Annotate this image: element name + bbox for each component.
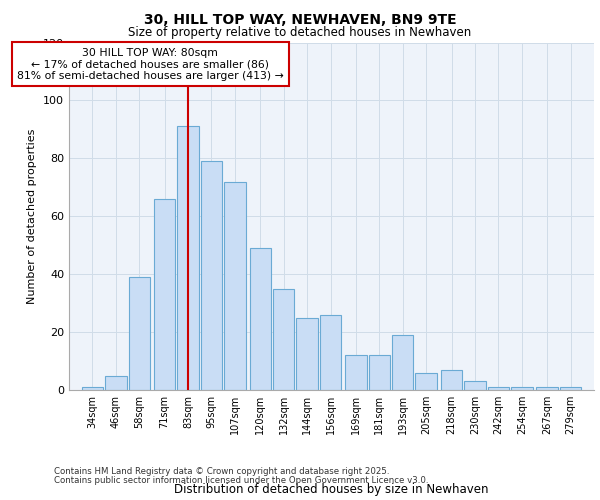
Bar bbox=[178, 126, 199, 390]
Bar bbox=[201, 161, 222, 390]
Text: 30 HILL TOP WAY: 80sqm
← 17% of detached houses are smaller (86)
81% of semi-det: 30 HILL TOP WAY: 80sqm ← 17% of detached… bbox=[17, 48, 284, 81]
Bar bbox=[488, 387, 509, 390]
Bar bbox=[320, 314, 341, 390]
Bar bbox=[392, 335, 413, 390]
Text: Contains public sector information licensed under the Open Government Licence v3: Contains public sector information licen… bbox=[54, 476, 428, 485]
Bar bbox=[345, 355, 367, 390]
Bar bbox=[415, 372, 437, 390]
Bar bbox=[560, 387, 581, 390]
Bar bbox=[224, 182, 245, 390]
Bar bbox=[128, 277, 150, 390]
Bar bbox=[511, 387, 533, 390]
Bar bbox=[368, 355, 390, 390]
Text: Contains HM Land Registry data © Crown copyright and database right 2025.: Contains HM Land Registry data © Crown c… bbox=[54, 467, 389, 476]
Text: Size of property relative to detached houses in Newhaven: Size of property relative to detached ho… bbox=[128, 26, 472, 39]
Bar bbox=[250, 248, 271, 390]
Bar bbox=[464, 382, 485, 390]
X-axis label: Distribution of detached houses by size in Newhaven: Distribution of detached houses by size … bbox=[174, 483, 489, 496]
Bar bbox=[441, 370, 462, 390]
Bar bbox=[154, 199, 175, 390]
Text: 30, HILL TOP WAY, NEWHAVEN, BN9 9TE: 30, HILL TOP WAY, NEWHAVEN, BN9 9TE bbox=[143, 12, 457, 26]
Bar bbox=[296, 318, 318, 390]
Bar bbox=[105, 376, 127, 390]
Bar bbox=[273, 288, 295, 390]
Bar bbox=[536, 387, 558, 390]
Y-axis label: Number of detached properties: Number of detached properties bbox=[28, 128, 37, 304]
Bar bbox=[82, 387, 103, 390]
